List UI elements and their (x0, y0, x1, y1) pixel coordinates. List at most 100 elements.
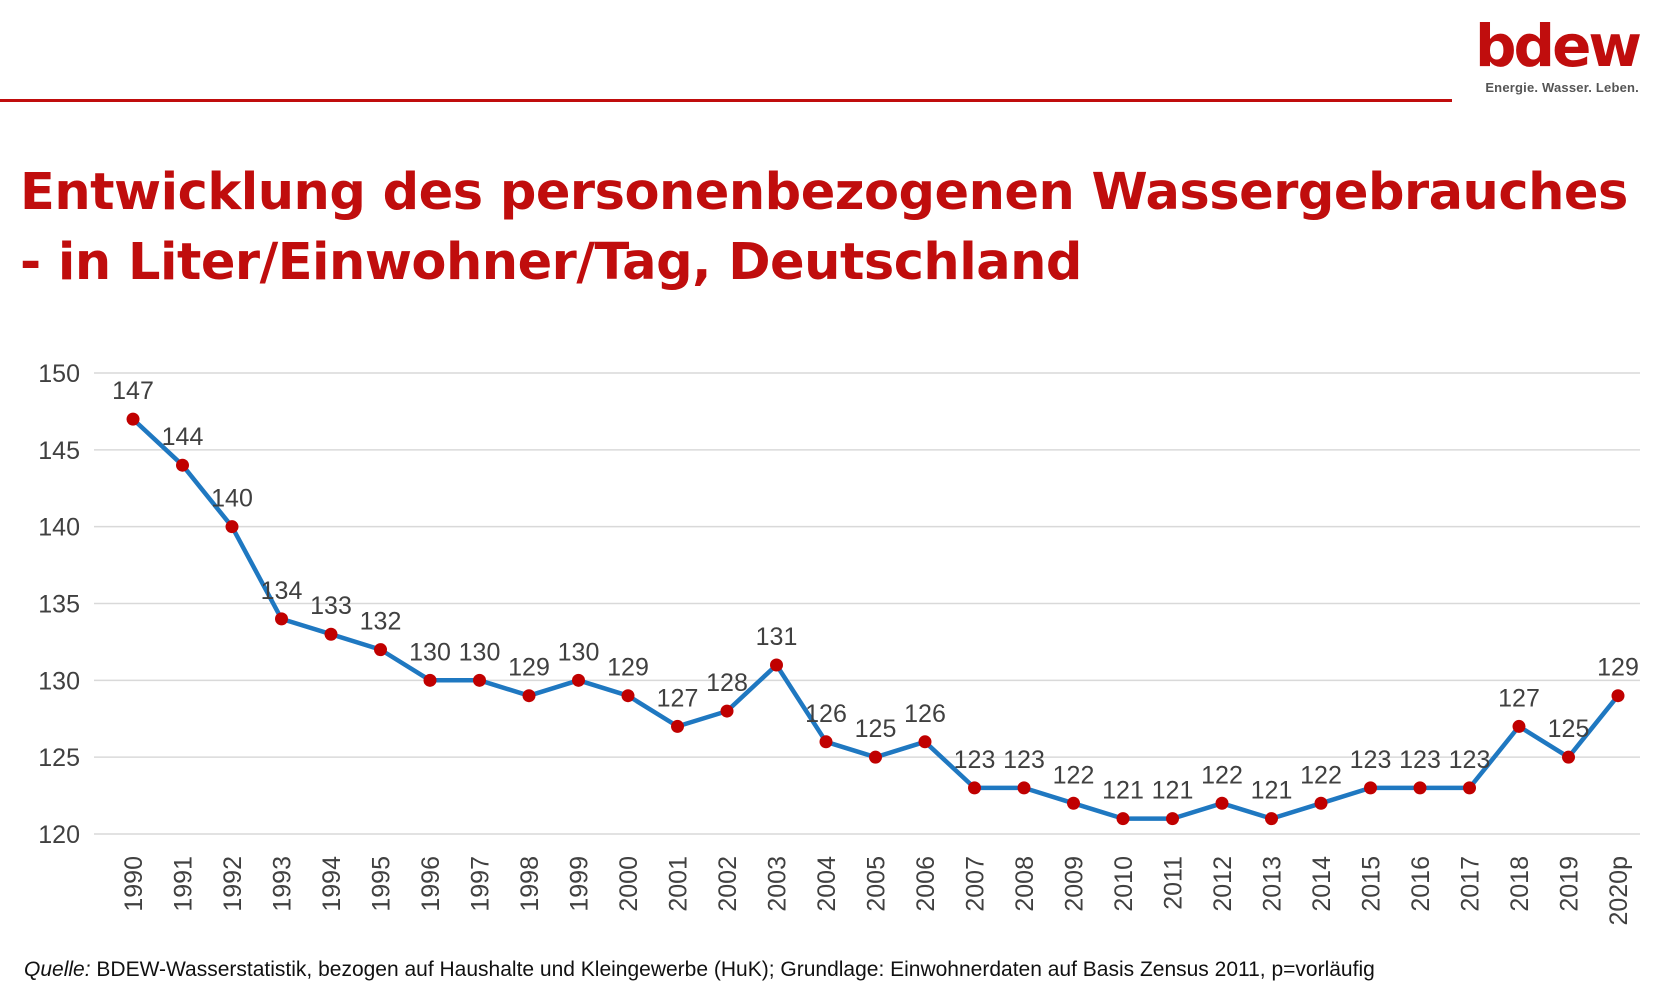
x-tick-label: 2020p (1605, 856, 1633, 926)
y-tick-label: 140 (38, 514, 80, 542)
page-title: Entwicklung des personenbezogenen Wasser… (20, 158, 1628, 298)
x-tick-label: 1999 (566, 856, 594, 912)
data-label: 127 (657, 684, 699, 712)
logo-tagline: Energie. Wasser. Leben. (1485, 80, 1639, 95)
data-markers (126, 412, 1625, 826)
y-tick-label: 125 (38, 744, 80, 772)
data-label: 131 (756, 623, 798, 651)
data-point (1562, 750, 1575, 764)
data-label: 140 (211, 485, 253, 513)
y-tick-label: 145 (38, 437, 80, 465)
data-point (1215, 796, 1229, 810)
data-point (1314, 796, 1328, 810)
y-axis-tick-labels: 120 125 130 135 140 145 150 (38, 360, 80, 849)
data-label: 125 (1548, 715, 1590, 743)
data-label: 130 (459, 638, 501, 666)
x-tick-label: 2019 (1556, 856, 1584, 912)
data-point (1067, 796, 1080, 810)
x-tick-label: 1998 (516, 856, 544, 912)
data-label: 126 (904, 700, 946, 728)
data-label: 121 (1102, 777, 1144, 805)
y-tick-label: 130 (38, 667, 80, 695)
y-tick-label: 120 (38, 821, 80, 849)
data-point (1017, 781, 1031, 795)
data-label: 130 (409, 638, 451, 666)
data-point (225, 520, 239, 534)
x-tick-label: 1997 (467, 856, 495, 912)
data-point (1364, 781, 1377, 795)
source-label: Quelle: (24, 958, 91, 981)
x-tick-label: 2006 (912, 856, 940, 912)
data-label: 126 (805, 700, 847, 728)
x-tick-label: 1993 (269, 856, 297, 912)
x-tick-label: 1991 (170, 856, 198, 912)
x-tick-label: 1992 (219, 856, 247, 912)
x-tick-label: 2005 (863, 856, 891, 912)
x-tick-label: 1996 (417, 856, 445, 912)
line-chart: 120 125 130 135 140 145 150 1990 1991 1992 1993 19… (38, 360, 1640, 926)
x-tick-label: 2017 (1457, 856, 1485, 912)
data-label: 123 (1350, 746, 1392, 774)
x-axis-tick-labels: 1990 1991 1992 1993 1994 1995 1996 1997 1998 1999… (120, 856, 1633, 926)
x-tick-label: 2013 (1259, 856, 1287, 912)
data-label: 122 (1300, 761, 1342, 789)
x-tick-label: 2002 (714, 856, 742, 912)
data-label: 133 (310, 592, 352, 620)
data-point (869, 750, 882, 764)
data-label: 122 (1053, 761, 1095, 789)
x-tick-label: 2010 (1110, 856, 1138, 912)
grid-lines (94, 372, 1640, 835)
data-label: 134 (261, 577, 303, 605)
data-label: 122 (1201, 761, 1243, 789)
x-tick-label: 2008 (1011, 856, 1039, 912)
data-point (1413, 781, 1427, 795)
x-tick-label: 1990 (120, 856, 148, 912)
data-label: 123 (954, 746, 996, 774)
data-point (770, 658, 783, 672)
data-point (572, 673, 585, 687)
data-point (720, 704, 734, 718)
data-label: 130 (558, 638, 600, 666)
data-point (819, 735, 833, 749)
data-label: 128 (706, 669, 748, 697)
data-point (275, 612, 288, 626)
data-point (918, 735, 932, 749)
x-tick-label: 2004 (813, 856, 841, 912)
data-label: 144 (162, 423, 204, 451)
bdew-logo: bdew Energie. Wasser. Leben. (1469, 12, 1642, 95)
x-tick-label: 2014 (1308, 856, 1336, 912)
data-point (1265, 812, 1278, 826)
data-label: 123 (1449, 746, 1491, 774)
data-label: 121 (1152, 777, 1194, 805)
x-tick-label: 2012 (1209, 856, 1237, 912)
data-label: 123 (1399, 746, 1441, 774)
source-note: Quelle: BDEW-Wasserstatistik, bezogen au… (24, 958, 1375, 982)
data-point (1166, 812, 1179, 826)
x-tick-label: 2009 (1061, 856, 1089, 912)
data-label: 129 (1597, 654, 1639, 682)
data-point (1512, 719, 1526, 733)
y-tick-label: 150 (38, 360, 80, 388)
data-point (621, 689, 635, 703)
data-point (374, 643, 387, 657)
logo-wordmark: bdew (1475, 12, 1642, 80)
data-label: 127 (1498, 684, 1540, 712)
data-point (473, 673, 486, 687)
title-line-1: Entwicklung des personenbezogenen Wasser… (20, 163, 1628, 222)
source-text: BDEW-Wasserstatistik, bezogen auf Hausha… (96, 958, 1375, 981)
x-tick-label: 1994 (318, 856, 346, 912)
data-point (324, 627, 338, 641)
y-tick-label: 135 (38, 591, 80, 619)
x-tick-label: 2015 (1358, 856, 1386, 912)
x-tick-label: 2018 (1506, 856, 1534, 912)
data-label: 123 (1003, 746, 1045, 774)
data-label: 129 (607, 654, 649, 682)
x-tick-label: 2016 (1407, 856, 1435, 912)
title-line-2: - in Liter/Einwohner/Tag, Deutschland (20, 233, 1082, 292)
data-point (423, 673, 437, 687)
x-tick-label: 2003 (764, 856, 792, 912)
data-label: 132 (360, 608, 402, 636)
x-tick-label: 2000 (615, 856, 643, 912)
x-tick-label: 2007 (962, 856, 990, 912)
